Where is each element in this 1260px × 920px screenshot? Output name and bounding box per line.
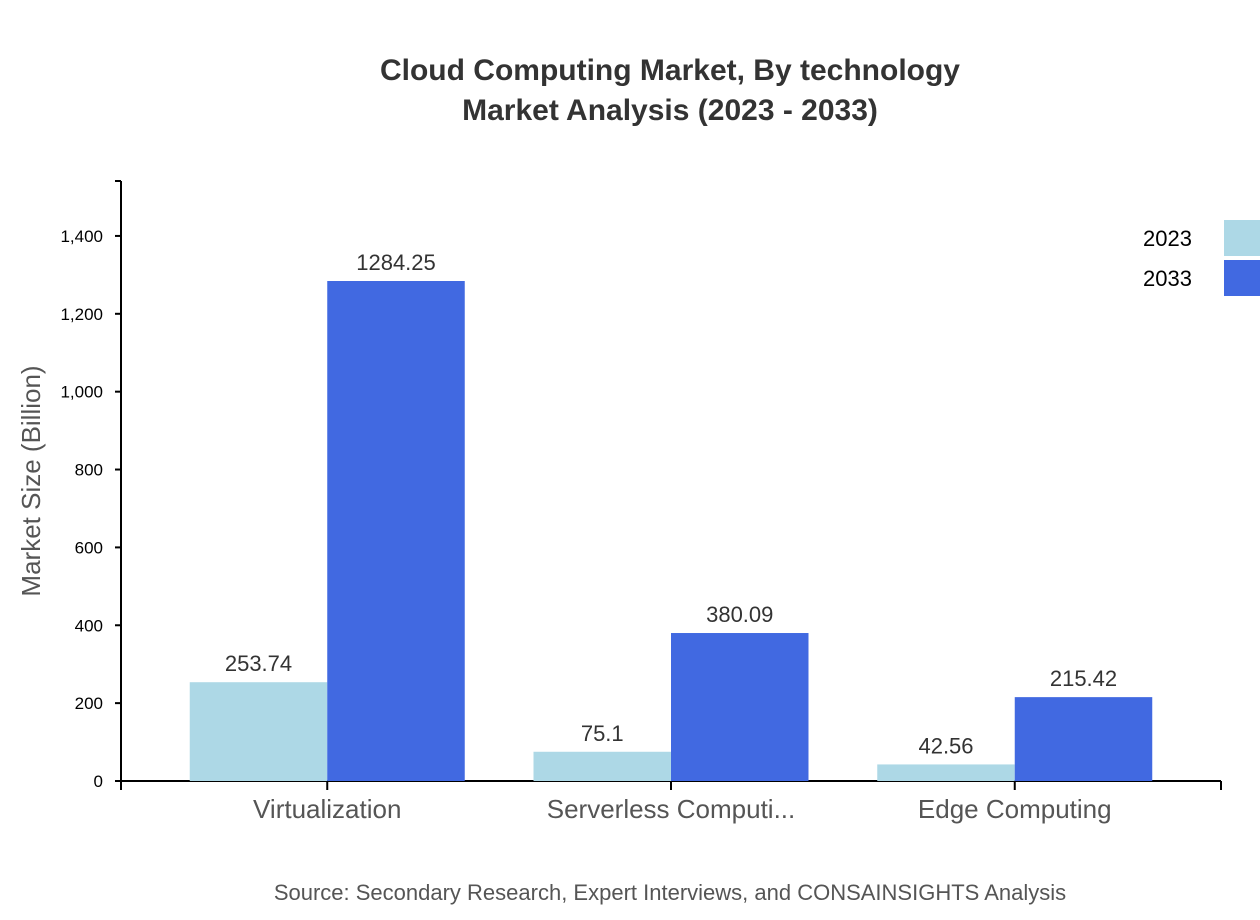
bar-2023 — [189, 682, 328, 781]
bar-2023 — [533, 751, 671, 781]
y-axis-label: Market Size (Billion) — [16, 365, 46, 596]
y-tick-label: 600 — [75, 538, 103, 557]
source-note: Source: Secondary Research, Expert Inter… — [274, 880, 1066, 905]
y-tick-label: 0 — [94, 772, 103, 791]
y-tick-label: 800 — [75, 461, 103, 480]
legend-swatch-2033 — [1224, 260, 1260, 296]
data-label: 1284.25 — [356, 250, 436, 275]
bar-2023 — [877, 764, 1015, 781]
chart-subtitle: Market Analysis (2023 - 2033) — [462, 94, 878, 127]
y-tick-label: 1,000 — [60, 383, 103, 402]
legend-swatch-2023 — [1224, 220, 1260, 256]
bar-2033 — [671, 633, 809, 781]
data-label: 75.1 — [581, 721, 624, 746]
y-tick-label: 1,400 — [60, 227, 103, 246]
bar-2033 — [1014, 697, 1153, 781]
bar-2033 — [327, 281, 465, 781]
y-tick-label: 400 — [75, 616, 103, 635]
data-label: 380.09 — [706, 602, 773, 627]
legend-label: 2033 — [1143, 266, 1192, 291]
x-tick-label: Virtualization — [253, 794, 401, 824]
data-label: 42.56 — [918, 733, 973, 758]
legend-label: 2023 — [1143, 226, 1192, 251]
chart-title: Cloud Computing Market, By technology — [380, 54, 960, 87]
x-tick-label: Edge Computing — [918, 794, 1112, 824]
data-label: 215.42 — [1050, 666, 1117, 691]
data-label: 253.74 — [225, 651, 292, 676]
y-tick-label: 200 — [75, 694, 103, 713]
y-tick-label: 1,200 — [60, 305, 103, 324]
x-tick-label: Serverless Computi... — [547, 794, 796, 824]
